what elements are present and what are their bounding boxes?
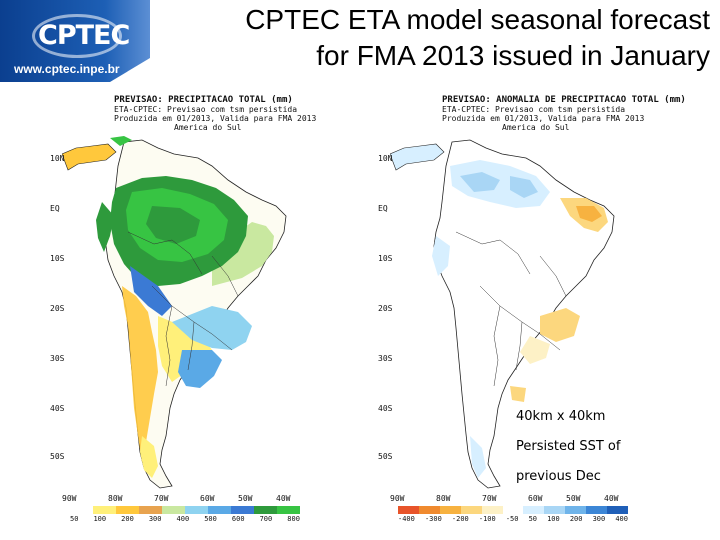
colorbar-cell [460, 506, 482, 514]
panel-region: America do Sul [174, 123, 242, 132]
lat-label: 10N [378, 154, 393, 163]
lat-label: EQ [50, 204, 60, 213]
colorbar-label: -100 [478, 515, 496, 523]
lon-label: 80W [436, 494, 451, 503]
lat-label: 20S [378, 304, 393, 313]
colorbar-label: -300 [424, 515, 442, 523]
panel-header: PREVISAO: PRECIPITACAO TOTAL (mm) ETA-CP… [114, 95, 317, 133]
colorbar-label: 600 [231, 515, 245, 523]
lon-axis: 90W 80W 70W 60W 50W 40W [390, 494, 640, 504]
panel-header: PREVISAO: ANOMALIA DE PRECIPITACAO TOTAL… [442, 95, 686, 133]
colorbar-label: 100 [93, 515, 107, 523]
colorbar-label: 700 [259, 515, 273, 523]
cptec-logo: CPTEC [30, 10, 130, 58]
panel-valid: Produzida em 01/2013, Valida para FMA 20… [442, 114, 645, 123]
logo-orbit [32, 14, 122, 58]
precip-colorbar: 50 100 200 300 400 500 600 700 800 [62, 506, 312, 524]
anomaly-colorbar: -400 -300 -200 -100 -50 50 100 200 300 400 [390, 506, 640, 524]
colorbar-cell [277, 506, 300, 514]
colorbar-cell [139, 506, 162, 514]
lat-label: 50S [50, 452, 65, 461]
title-line-2: for FMA 2013 issued in January [316, 40, 710, 71]
colorbar-cell [231, 506, 254, 514]
note-sst: Persisted SST of [516, 439, 621, 454]
colorbar-cell [544, 506, 566, 514]
colorbar-cells [70, 506, 300, 514]
lon-label: 40W [276, 494, 291, 503]
colorbar-label: 300 [592, 515, 606, 523]
lat-label: EQ [378, 204, 388, 213]
colorbar-label: 100 [547, 515, 560, 523]
note-month: previous Dec [516, 469, 601, 484]
colorbar-label: -200 [451, 515, 469, 523]
colorbar-label: 50 [528, 515, 537, 523]
lat-label: 40S [378, 404, 393, 413]
colorbar-cell [162, 506, 185, 514]
colorbar-label: 300 [148, 515, 162, 523]
lon-label: 60W [528, 494, 543, 503]
colorbar-cell [502, 506, 524, 514]
continent-outline [433, 139, 615, 489]
colorbar-label: 200 [569, 515, 583, 523]
colorbar-cell [565, 506, 587, 514]
lon-label: 70W [482, 494, 497, 503]
lat-label: 30S [50, 354, 65, 363]
panel-title: PREVISAO: PRECIPITACAO TOTAL (mm) [114, 95, 293, 105]
colorbar-cells [398, 506, 628, 514]
colorbar-label: 50 [70, 515, 79, 523]
colorbar-cell [439, 506, 461, 514]
precip-total-panel: PREVISAO: PRECIPITACAO TOTAL (mm) ETA-CP… [50, 96, 316, 526]
colorbar-cell [208, 506, 231, 514]
lon-label: 40W [604, 494, 619, 503]
lat-label: 20S [50, 304, 65, 313]
colorbar-cell [481, 506, 503, 514]
slide-title: CPTEC ETA model seasonal forecast for FM… [150, 2, 710, 74]
panel-subtitle: ETA-CPTEC: Previsao com tsm persistida [442, 105, 626, 114]
colorbar-label: 200 [121, 515, 134, 523]
lat-label: 10N [50, 154, 65, 163]
panel-valid: Produzida em 01/2013, Valida para FMA 20… [114, 114, 317, 123]
colorbar-label: 500 [204, 515, 217, 523]
precip-total-map [62, 136, 312, 496]
lon-label: 80W [108, 494, 123, 503]
colorbar-label: 400 [176, 515, 190, 523]
colorbar-label: 800 [287, 515, 300, 523]
colorbar-cell [607, 506, 628, 514]
lon-label: 60W [200, 494, 215, 503]
title-line-1: CPTEC ETA model seasonal forecast [245, 4, 710, 35]
lon-label: 50W [238, 494, 253, 503]
lat-label: 40S [50, 404, 65, 413]
colorbar-cell [93, 506, 116, 514]
colorbar-label: -50 [505, 515, 519, 523]
colorbar-cell [398, 506, 419, 514]
lat-label: 50S [378, 452, 393, 461]
lat-label: 30S [378, 354, 393, 363]
colorbar-cell [254, 506, 277, 514]
lon-label: 90W [390, 494, 405, 503]
colorbar-labels: 50 100 200 300 400 500 600 700 800 [70, 515, 300, 523]
colorbar-label: 400 [615, 515, 628, 523]
panel-title: PREVISAO: ANOMALIA DE PRECIPITACAO TOTAL… [442, 95, 686, 105]
panel-region: America do Sul [502, 123, 570, 132]
logo-text: CPTEC [38, 20, 130, 51]
panel-subtitle: ETA-CPTEC: Previsao com tsm persistida [114, 105, 298, 114]
colorbar-cell [523, 506, 545, 514]
lat-label: 10S [50, 254, 65, 263]
notes-box: 40km x 40km Persisted SST of previous De… [516, 404, 666, 494]
lon-axis: 90W 80W 70W 60W 50W 40W [62, 494, 312, 504]
colorbar-cell [185, 506, 208, 514]
colorbar-labels: -400 -300 -200 -100 -50 50 100 200 300 400 [398, 515, 628, 523]
lat-label: 10S [378, 254, 393, 263]
colorbar-label: -400 [398, 515, 415, 523]
lon-label: 90W [62, 494, 77, 503]
lon-label: 50W [566, 494, 581, 503]
colorbar-cell [586, 506, 608, 514]
note-resolution: 40km x 40km [516, 409, 606, 424]
colorbar-cell [70, 506, 93, 514]
header-banner: CPTEC www.cptec.inpe.br CPTEC ETA model … [0, 0, 720, 82]
colorbar-cell [418, 506, 440, 514]
site-url: www.cptec.inpe.br [14, 62, 120, 76]
colorbar-cell [116, 506, 139, 514]
lon-label: 70W [154, 494, 169, 503]
